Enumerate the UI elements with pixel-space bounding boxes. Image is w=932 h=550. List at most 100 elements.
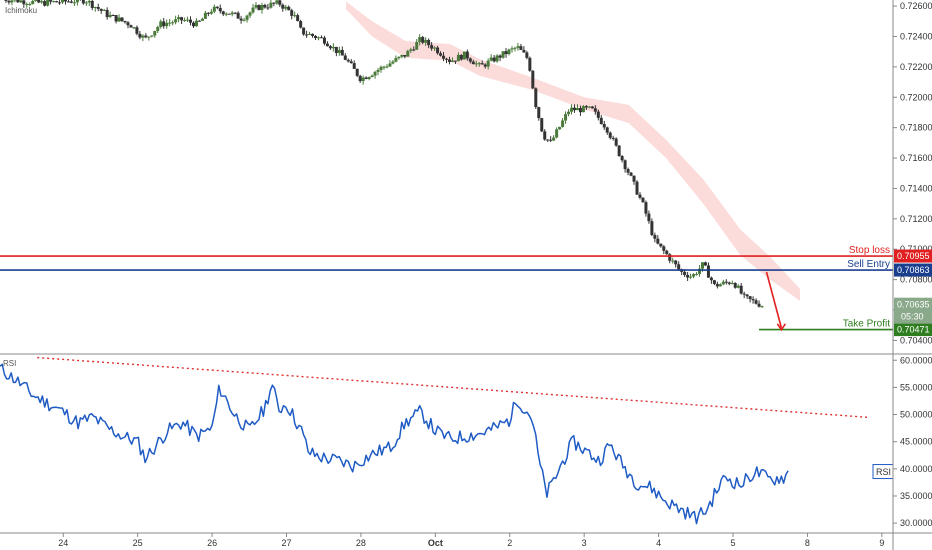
take-profit-label: Take Profit — [843, 319, 890, 330]
candle-body — [299, 21, 303, 28]
candle-body — [150, 35, 154, 37]
candle-body — [465, 51, 469, 59]
candle-body — [331, 46, 335, 49]
candle-body — [135, 27, 139, 34]
price-tick-label: 0.72600 — [900, 1, 932, 11]
candle-body — [406, 50, 410, 57]
candle-body — [736, 285, 740, 288]
candle-body — [43, 1, 47, 6]
candle-body — [278, 0, 282, 5]
candle-body — [442, 55, 446, 59]
candle-body — [263, 5, 267, 8]
candle-body — [361, 77, 365, 82]
rsi-tick-label: 55.0000 — [900, 382, 932, 392]
price-tick-label: 0.72200 — [900, 62, 932, 72]
candle-body — [415, 41, 419, 50]
time-tick-label: 2 — [507, 538, 512, 548]
candle-body — [239, 18, 243, 21]
candle-body — [397, 56, 401, 59]
candle-body — [447, 59, 451, 62]
time-tick-label: 8 — [805, 538, 810, 548]
projection-arrow-head — [776, 323, 787, 332]
candle-body — [272, 2, 276, 4]
candle-body — [242, 19, 246, 21]
candle-body — [748, 296, 752, 300]
candle-body — [427, 39, 431, 46]
candle-body — [709, 277, 713, 281]
candle-body — [620, 156, 624, 161]
candle-body — [477, 63, 481, 65]
candle-body — [549, 139, 553, 141]
candle-body — [328, 46, 332, 49]
price-tick-label: 0.71800 — [900, 123, 932, 133]
rsi-series-line — [0, 363, 789, 525]
candle-body — [721, 281, 725, 285]
candle-body — [156, 27, 160, 31]
candle-body — [739, 285, 743, 294]
candle-body — [290, 10, 294, 16]
time-tick-label: Oct — [428, 538, 443, 548]
candle-body — [159, 21, 163, 28]
rsi-tick-label: 35.0000 — [900, 491, 932, 501]
candle-body — [534, 88, 538, 108]
candle-body — [605, 127, 609, 133]
rsi-tick-label: 45.0000 — [900, 437, 932, 447]
time-tick-label: 4 — [656, 538, 661, 548]
candle-body — [102, 9, 106, 11]
candle-body — [689, 276, 693, 278]
candle-body — [575, 108, 579, 111]
candle-body — [81, 0, 85, 4]
candle-body — [10, 0, 14, 3]
candle-body — [754, 300, 758, 304]
candle-body — [745, 294, 749, 297]
candle-body — [230, 12, 234, 15]
candle-body — [445, 58, 448, 60]
projection-arrow-shaft — [765, 271, 783, 328]
candle-body — [504, 51, 508, 55]
candle-body — [141, 35, 145, 38]
price-tick-label: 0.71000 — [900, 244, 932, 254]
candle-body — [578, 108, 582, 113]
candle-body — [733, 282, 737, 288]
candle-body — [522, 49, 526, 53]
candle-body — [537, 107, 541, 119]
candle-body — [46, 0, 50, 6]
candle-body — [596, 111, 600, 118]
candle-body — [692, 274, 696, 277]
candle-body — [608, 132, 612, 138]
rsi-badge-text: RSI — [876, 467, 891, 477]
candle-body — [322, 37, 326, 44]
sell-entry-tag-bg — [894, 263, 932, 277]
candle-body — [87, 0, 91, 3]
candle-body — [123, 21, 127, 23]
candle-body — [757, 303, 761, 307]
candle-body — [189, 19, 193, 23]
candle-body — [703, 262, 707, 266]
time-tick-label: 9 — [879, 538, 884, 548]
candle-body — [590, 106, 594, 109]
candle-body — [593, 108, 597, 112]
candle-body — [760, 306, 764, 308]
candle-body — [483, 64, 487, 67]
candle-body — [111, 15, 115, 17]
candle-body — [695, 273, 699, 275]
candle-body — [66, 1, 70, 3]
candle-body — [251, 7, 255, 13]
candle-body — [424, 39, 428, 43]
candle-body — [370, 75, 374, 77]
trade-levels: Stop loss Sell Entry Take Profit — [0, 245, 893, 332]
candle-body — [668, 254, 672, 261]
candle-body — [75, 0, 79, 3]
candle-body — [459, 54, 463, 60]
candle-body — [236, 12, 240, 19]
candle-body — [626, 169, 630, 173]
candle-body — [730, 282, 734, 284]
candle-body — [302, 27, 306, 35]
time-tick-label: 28 — [356, 538, 366, 548]
candle-body — [221, 11, 225, 15]
candle-body — [296, 15, 300, 22]
candlestick-series — [4, 0, 764, 308]
candle-body — [584, 106, 588, 108]
